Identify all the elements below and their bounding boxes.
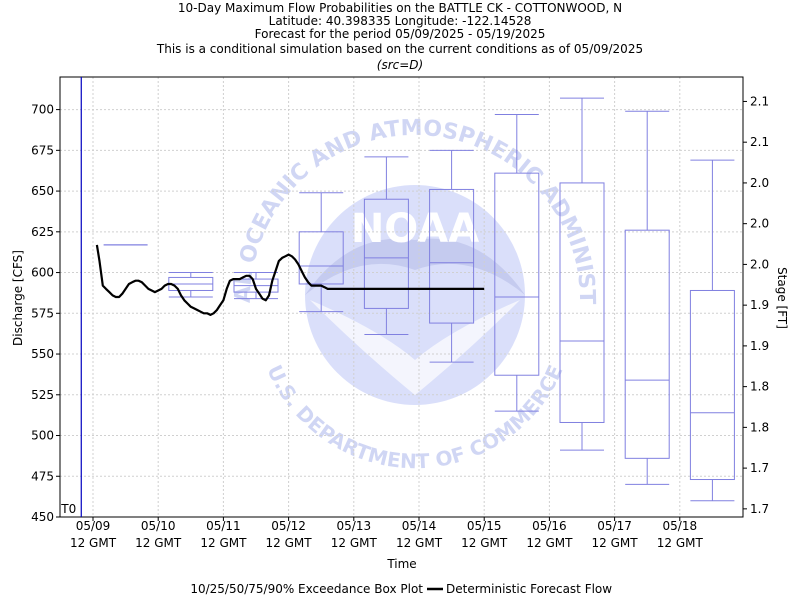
box-plot — [689, 159, 735, 502]
y2-tick-label: 1.7 — [750, 502, 769, 516]
y-tick-label: 600 — [31, 266, 54, 280]
x-tick-label-time: 12 GMT — [266, 536, 313, 550]
forecast-flow-line — [95, 244, 485, 316]
y2-tick-label: 1.7 — [750, 461, 769, 475]
box-plot — [429, 149, 475, 363]
t0-label: T0 — [60, 502, 76, 516]
box-plot — [298, 192, 344, 313]
y-tick-label: 550 — [31, 347, 54, 361]
y2-tick-label: 1.9 — [750, 298, 769, 312]
box-iqr — [494, 172, 540, 376]
watermark-logo-text: NOAA — [351, 206, 479, 252]
chart-title-line-3: Forecast for the period 05/09/2025 - 05/… — [255, 27, 546, 41]
t0-marker: T0 — [60, 77, 82, 517]
x-tick-label-date: 05/18 — [663, 519, 698, 533]
box-plot — [363, 156, 409, 335]
box-iqr — [689, 289, 735, 481]
chart-title-line-1: 10-Day Maximum Flow Probabilities on the… — [178, 1, 622, 15]
box-plot — [168, 272, 214, 298]
box-plot — [624, 110, 670, 485]
chart-title-line-4: This is a conditional simulation based o… — [156, 42, 643, 56]
x-tick-label-time: 12 GMT — [135, 536, 182, 550]
box-plot — [494, 113, 540, 412]
x-tick-label-date: 05/12 — [271, 519, 306, 533]
x-tick-label-time: 12 GMT — [70, 536, 117, 550]
y-tick-label: 475 — [31, 469, 54, 483]
x-tick-label-time: 12 GMT — [657, 536, 704, 550]
box-plot — [559, 97, 605, 451]
box-iqr — [363, 198, 409, 309]
y2-tick-label: 2.0 — [750, 257, 769, 271]
box-iqr — [429, 188, 475, 324]
x-tick-label-time: 12 GMT — [592, 536, 639, 550]
y2-axis-label: Stage [FT] — [775, 267, 789, 329]
legend: 10/25/50/75/90% Exceedance Box Plot Dete… — [190, 582, 612, 596]
y-axis-left: 450 475 500 525 550 575 600 625 650 675 700 — [31, 103, 60, 524]
chart-subtitle: (src=D) — [377, 58, 423, 72]
y-tick-label: 675 — [31, 143, 54, 157]
y-tick-label: 700 — [31, 103, 54, 117]
x-tick-label-date: 05/11 — [206, 519, 241, 533]
y-tick-label: 525 — [31, 388, 54, 402]
y2-tick-label: 2.0 — [750, 217, 769, 231]
plot-frame — [59, 76, 744, 518]
x-tick-label-time: 12 GMT — [526, 536, 573, 550]
box-iqr — [624, 229, 670, 459]
x-axis-label: Time — [386, 557, 416, 571]
y-tick-label: 625 — [31, 225, 54, 239]
box-iqr — [559, 182, 605, 423]
y-axis-right: 1.7 1.7 1.8 1.8 1.9 1.9 2.0 2.0 2.0 2.1 2.1 — [743, 94, 769, 516]
x-tick-label-time: 12 GMT — [200, 536, 247, 550]
x-tick-label-date: 05/15 — [467, 519, 502, 533]
y2-tick-label: 2.1 — [750, 135, 769, 149]
y-tick-label: 500 — [31, 429, 54, 443]
x-axis: 05/09 12 GMT 05/10 12 GMT 05/11 12 GMT 05/12 12… — [70, 517, 704, 550]
x-tick-label-date: 05/17 — [597, 519, 632, 533]
y-axis-label: Discharge [CFS] — [11, 250, 25, 346]
x-tick-label-time: 12 GMT — [461, 536, 508, 550]
x-tick-label-date: 05/10 — [141, 519, 176, 533]
x-tick-label-date: 05/09 — [76, 519, 111, 533]
y2-tick-label: 1.8 — [750, 380, 769, 394]
legend-box-label: 10/25/50/75/90% Exceedance Box Plot — [190, 582, 423, 596]
y-tick-label: 575 — [31, 306, 54, 320]
y-tick-label: 650 — [31, 184, 54, 198]
y2-tick-label: 1.9 — [750, 339, 769, 353]
legend-line-label: Deterministic Forecast Flow — [446, 582, 612, 596]
y-tick-label: 450 — [31, 510, 54, 524]
forecast-flow-path — [95, 244, 485, 316]
y2-tick-label: 2.0 — [750, 176, 769, 190]
x-tick-label-time: 12 GMT — [396, 536, 443, 550]
x-tick-label-date: 05/13 — [337, 519, 372, 533]
y2-tick-label: 2.1 — [750, 94, 769, 108]
x-tick-label-time: 12 GMT — [331, 536, 378, 550]
chart-title-line-2: Latitude: 40.398335 Longitude: -122.1452… — [269, 14, 532, 28]
box-iqr — [298, 231, 344, 285]
x-tick-label-date: 05/16 — [532, 519, 567, 533]
x-tick-label-date: 05/14 — [402, 519, 437, 533]
y2-tick-label: 1.8 — [750, 420, 769, 434]
